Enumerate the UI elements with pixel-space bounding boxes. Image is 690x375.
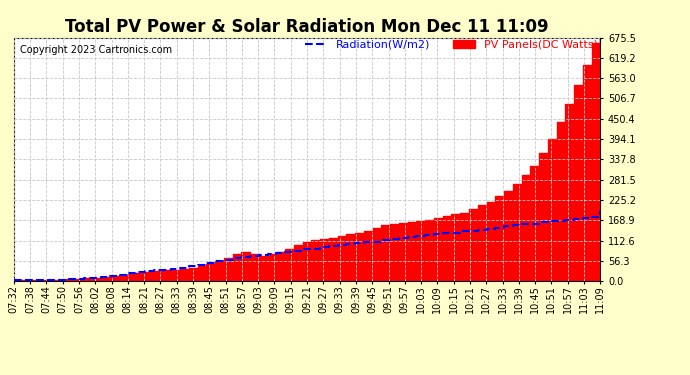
Title: Total PV Power & Solar Radiation Mon Dec 11 11:09: Total PV Power & Solar Radiation Mon Dec… (66, 18, 549, 36)
Legend: Radiation(W/m2), PV Panels(DC Watts): Radiation(W/m2), PV Panels(DC Watts) (305, 40, 598, 50)
Text: Copyright 2023 Cartronics.com: Copyright 2023 Cartronics.com (19, 45, 172, 55)
